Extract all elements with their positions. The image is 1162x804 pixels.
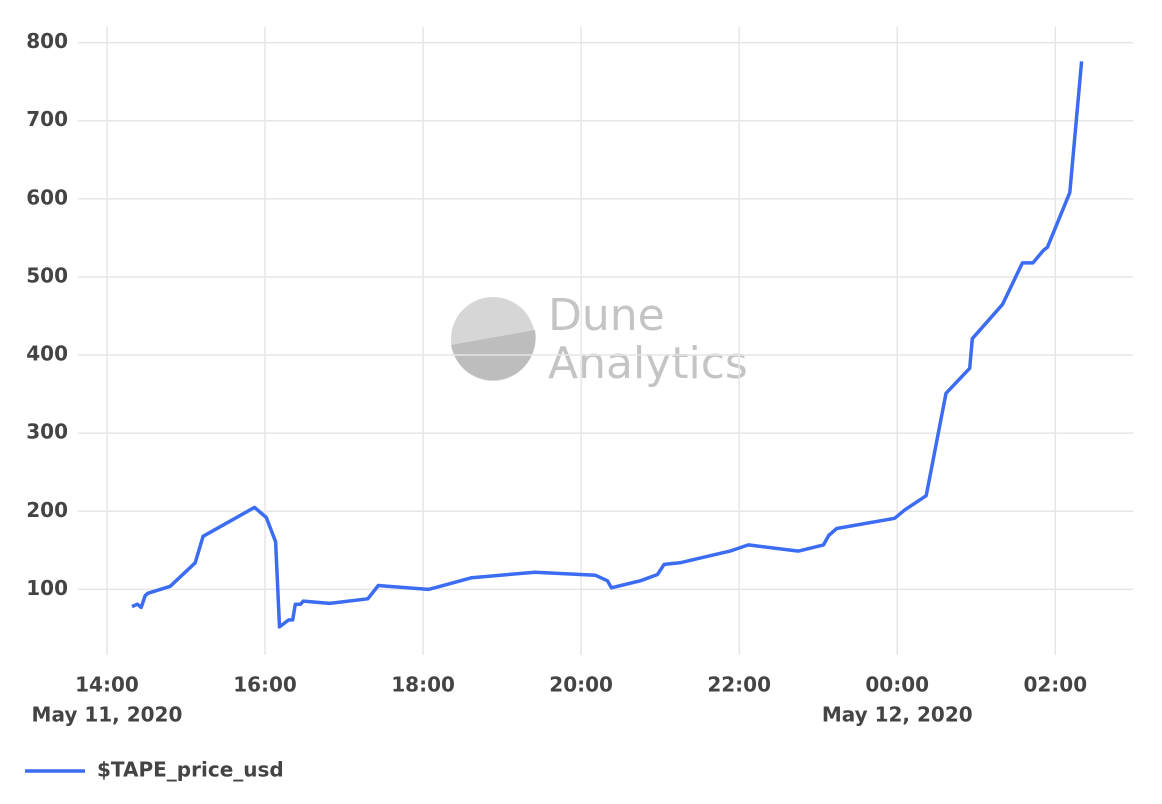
x-date-label: May 12, 2020 [822, 703, 973, 727]
data-line [131, 61, 1084, 629]
y-tick-label: 600 [26, 185, 68, 209]
x-tick-label: 00:00 [865, 673, 929, 697]
y-tick-label: 200 [26, 498, 68, 522]
watermark: Dune Analytics [451, 290, 748, 389]
y-tick-label: 500 [26, 263, 68, 287]
y-tick-label: 400 [26, 342, 68, 366]
y-tick-label: 100 [26, 576, 68, 600]
x-date-label: May 11, 2020 [32, 703, 183, 727]
y-tick-label: 800 [26, 29, 68, 53]
y-tick-label: 700 [26, 107, 68, 131]
x-tick-label: 20:00 [549, 673, 613, 697]
legend-label: $TAPE_price_usd [97, 758, 284, 782]
x-tick-label: 18:00 [391, 673, 455, 697]
watermark-text: Dune [548, 290, 665, 341]
x-tick-label: 16:00 [233, 673, 297, 697]
x-tick-label: 22:00 [707, 673, 771, 697]
x-tick-label: 02:00 [1023, 673, 1087, 697]
x-tick-label: 14:00 [75, 673, 139, 697]
watermark-text: Analytics [548, 338, 748, 389]
y-tick-label: 300 [26, 420, 68, 444]
